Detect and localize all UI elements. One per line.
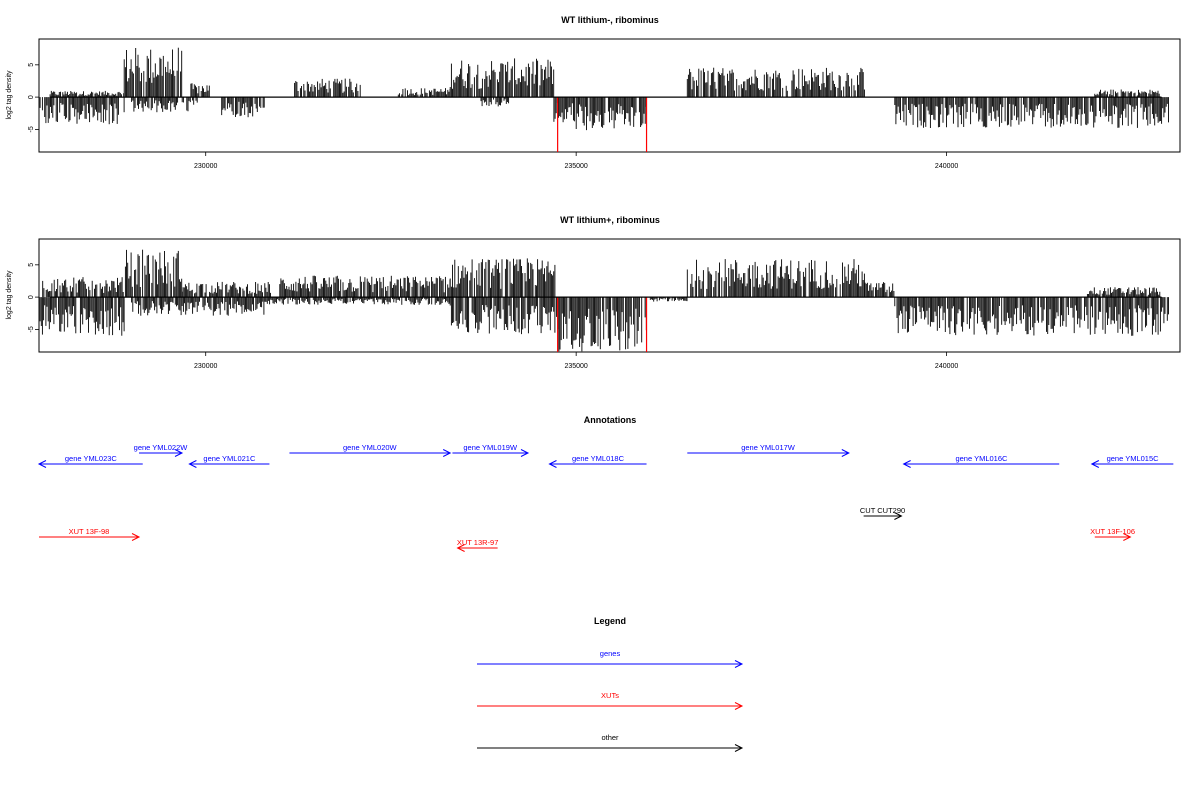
y-tick-label: 0 bbox=[28, 295, 35, 299]
highlight-lines bbox=[557, 97, 648, 152]
annotation-feature: gene YML017W bbox=[687, 443, 850, 457]
annotation-arrow-arrowhead bbox=[520, 449, 530, 457]
annotation-feature: gene YML023C bbox=[37, 454, 143, 468]
annotation-arrow-arrowhead bbox=[1123, 533, 1132, 541]
x-tick-label: 230000 bbox=[194, 163, 217, 170]
annotation-label: gene YML023C bbox=[65, 454, 118, 463]
annotation-label: gene YML017W bbox=[741, 443, 796, 452]
annotation-feature: XUT 13R-97 bbox=[456, 538, 499, 552]
y-axis: -5 0 5 bbox=[28, 263, 39, 333]
annotation-label: XUT 13R-97 bbox=[457, 538, 499, 547]
x-tick-label: 235000 bbox=[564, 163, 587, 170]
annotation-label: XUT 13F-98 bbox=[69, 527, 110, 536]
legend-arrow-arrowhead bbox=[734, 702, 744, 710]
x-tick-label: 240000 bbox=[935, 163, 958, 170]
legend-label: other bbox=[601, 733, 619, 742]
annotation-arrow-arrowhead bbox=[902, 460, 911, 468]
y-axis-label: log2 tag density bbox=[6, 70, 13, 120]
highlight-lines bbox=[557, 297, 648, 352]
annotation-feature: gene YML022W bbox=[134, 443, 189, 457]
signal-bars bbox=[38, 249, 1169, 352]
y-tick-label: 0 bbox=[28, 95, 35, 99]
legend-title: Legend bbox=[594, 616, 626, 626]
annotation-feature: XUT 13F-98 bbox=[39, 527, 141, 541]
signal-bars bbox=[38, 47, 1169, 131]
y-tick-label: 5 bbox=[28, 63, 35, 67]
legend-item-gene: genes bbox=[477, 649, 744, 668]
annotation-arrow-arrowhead bbox=[456, 544, 465, 552]
annotation-arrow-arrowhead bbox=[894, 512, 903, 520]
annotation-label: gene YML019W bbox=[463, 443, 518, 452]
y-tick-label: 5 bbox=[28, 263, 35, 267]
annotation-label: gene YML020W bbox=[343, 443, 398, 452]
annotation-feature: CUT CUT290 bbox=[860, 506, 905, 520]
y-axis-label: log2 tag density bbox=[6, 270, 13, 320]
annotation-arrow-arrowhead bbox=[1090, 460, 1100, 468]
x-tick-label: 235000 bbox=[564, 363, 587, 370]
plot-frame bbox=[38, 38, 1181, 153]
annotations-title: Annotations bbox=[584, 415, 637, 425]
legend-item-other: other bbox=[477, 733, 744, 752]
annotation-features: gene YML023C gene YML022W gene YML021C gene… bbox=[37, 443, 1174, 552]
annotation-label: gene YML016C bbox=[955, 454, 1008, 463]
legend-panel: Legend genes XUTs other bbox=[477, 616, 744, 752]
x-axis: 230000 235000 240000 bbox=[194, 352, 958, 370]
panel-title: WT lithium+, ribominus bbox=[560, 215, 660, 225]
legend-arrow-arrowhead bbox=[734, 660, 744, 668]
annotation-feature: gene YML015C bbox=[1090, 454, 1174, 468]
annotation-arrow-arrowhead bbox=[131, 533, 141, 541]
annotation-label: gene YML022W bbox=[134, 443, 189, 452]
y-tick-label: -5 bbox=[28, 126, 35, 132]
y-axis: -5 0 5 bbox=[28, 63, 39, 133]
legend-item-xut: XUTs bbox=[477, 691, 744, 710]
x-tick-label: 230000 bbox=[194, 363, 217, 370]
annotation-arrow-arrowhead bbox=[37, 460, 47, 468]
annotation-arrow-arrowhead bbox=[841, 449, 850, 457]
x-tick-label: 240000 bbox=[935, 363, 958, 370]
annotation-arrow-arrowhead bbox=[442, 449, 452, 457]
panel-title: WT lithium-, ribominus bbox=[561, 15, 659, 25]
track-panel-lithium-minus: WT lithium-, ribominus log2 tag density … bbox=[6, 15, 1181, 170]
x-axis: 230000 235000 240000 bbox=[194, 152, 958, 170]
annotation-feature: gene YML021C bbox=[188, 454, 270, 468]
annotation-arrow-arrowhead bbox=[174, 449, 184, 457]
legend-arrow-arrowhead bbox=[734, 744, 744, 752]
annotation-feature: gene YML020W bbox=[289, 443, 452, 457]
plot-frame bbox=[38, 238, 1181, 353]
annotation-label: XUT 13F-106 bbox=[1090, 527, 1135, 536]
legend-label: genes bbox=[600, 649, 621, 658]
annotation-label: gene YML018C bbox=[572, 454, 625, 463]
annotation-feature: gene YML019W bbox=[452, 443, 530, 457]
annotation-feature: gene YML016C bbox=[902, 454, 1060, 468]
annotation-label: CUT CUT290 bbox=[860, 506, 905, 515]
annotation-feature: gene YML018C bbox=[548, 454, 647, 468]
annotation-arrow-arrowhead bbox=[188, 460, 197, 468]
annotation-arrow-arrowhead bbox=[548, 460, 557, 468]
annotation-label: gene YML015C bbox=[1107, 454, 1160, 463]
annotation-feature: XUT 13F-106 bbox=[1090, 527, 1135, 541]
legend-items: genes XUTs other bbox=[477, 649, 744, 752]
track-panel-lithium-plus: WT lithium+, ribominus log2 tag density … bbox=[6, 215, 1181, 370]
annotation-label: gene YML021C bbox=[203, 454, 256, 463]
legend-label: XUTs bbox=[601, 691, 619, 700]
y-tick-label: -5 bbox=[28, 326, 35, 332]
